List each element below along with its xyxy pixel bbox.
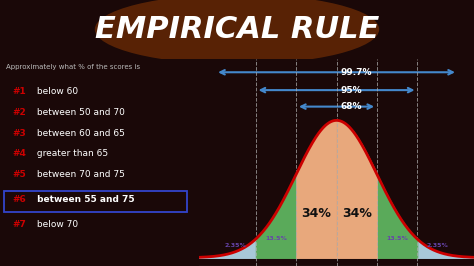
Text: 34%: 34% — [342, 207, 372, 220]
Text: Approximately what % of the scores is: Approximately what % of the scores is — [6, 64, 140, 70]
Text: between 55 and 75: between 55 and 75 — [34, 195, 135, 204]
Text: below 60: below 60 — [34, 87, 78, 96]
Text: between 50 and 70: between 50 and 70 — [34, 108, 125, 117]
Text: 2.35%: 2.35% — [427, 243, 448, 248]
Ellipse shape — [95, 0, 379, 64]
Text: #2: #2 — [12, 108, 26, 117]
Text: 68%: 68% — [341, 102, 362, 111]
Text: EMPIRICAL RULE: EMPIRICAL RULE — [95, 15, 379, 44]
Text: greater than 65: greater than 65 — [34, 149, 108, 159]
Text: #3: #3 — [12, 129, 26, 138]
Text: #7: #7 — [12, 220, 26, 229]
Text: #5: #5 — [12, 170, 26, 179]
Bar — [4, 191, 187, 212]
Text: 13.5%: 13.5% — [265, 236, 287, 241]
Text: 95%: 95% — [341, 86, 362, 95]
Text: between 60 and 65: between 60 and 65 — [34, 129, 125, 138]
Text: 13.5%: 13.5% — [386, 236, 408, 241]
Text: #4: #4 — [12, 149, 26, 159]
Text: below 70: below 70 — [34, 220, 78, 229]
Text: 2.35%: 2.35% — [225, 243, 246, 248]
Text: #6: #6 — [12, 195, 26, 204]
Text: 99.7%: 99.7% — [341, 68, 372, 77]
Text: 34%: 34% — [301, 207, 331, 220]
Text: between 70 and 75: between 70 and 75 — [34, 170, 125, 179]
Text: #1: #1 — [12, 87, 26, 96]
